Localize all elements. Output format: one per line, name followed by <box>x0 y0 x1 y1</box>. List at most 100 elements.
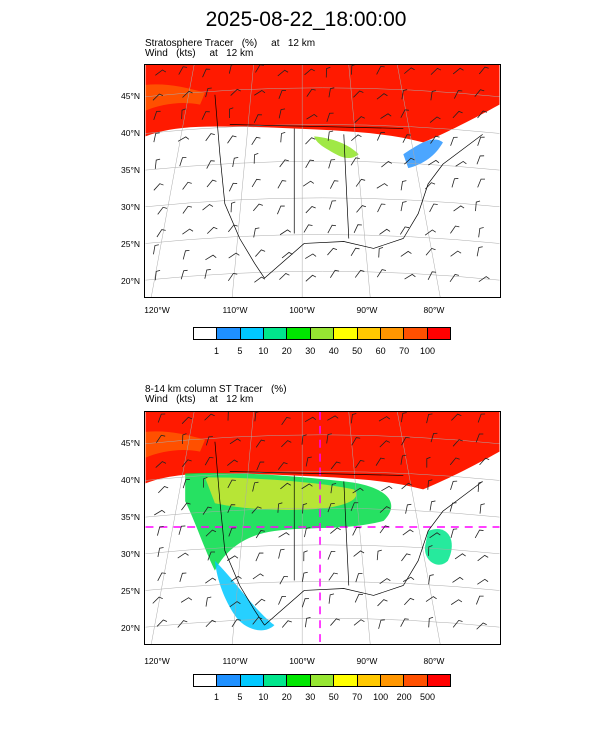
wind-barb <box>405 503 412 514</box>
wind-barb <box>354 269 365 278</box>
wind-barb <box>400 250 412 257</box>
wind-barb <box>157 206 168 215</box>
longitude-gridline <box>151 412 195 644</box>
latitude-label: 30°N <box>121 202 140 212</box>
wind-barb <box>153 183 164 191</box>
colorbar-tick-label: 5 <box>237 692 243 702</box>
wind-barb <box>478 66 489 75</box>
wind-barb <box>380 113 392 119</box>
wind-barb <box>351 437 361 446</box>
colorbar-tick-label: 200 <box>396 692 412 702</box>
wind-barb <box>279 575 289 585</box>
wind-barb <box>450 528 458 539</box>
wind-barb <box>182 228 194 235</box>
tracer-band-orange <box>145 84 206 111</box>
wind-barb <box>379 578 391 585</box>
wind-barb <box>424 229 436 236</box>
longitude-label: 100°W <box>289 305 315 315</box>
tracer-patch-blue <box>403 139 443 169</box>
wind-barb <box>232 157 239 167</box>
colorbar-swatch <box>427 675 450 686</box>
wind-barb <box>301 434 307 445</box>
wind-barb <box>153 132 160 143</box>
wind-barb <box>255 552 264 562</box>
wind-barb <box>182 90 193 98</box>
wind-barb <box>449 457 460 466</box>
wind-barb <box>279 159 289 168</box>
wind-barb <box>350 157 360 166</box>
wind-barb <box>202 506 212 515</box>
wind-barb <box>476 622 487 630</box>
wind-barb <box>157 526 164 536</box>
wind-barb <box>478 227 484 238</box>
wind-barb <box>475 200 481 212</box>
wind-barb <box>428 159 440 166</box>
wind-barb <box>152 93 164 101</box>
wind-barb <box>255 249 266 257</box>
bottom-map <box>144 411 501 645</box>
wind-barb <box>430 135 440 144</box>
wind-barb <box>305 274 317 282</box>
wind-barb <box>205 436 213 446</box>
wind-barb <box>227 504 236 513</box>
colorbar-swatch <box>334 675 358 686</box>
wind-barb <box>352 526 361 536</box>
latitude-label: 25°N <box>121 239 140 249</box>
wind-barb <box>329 200 337 210</box>
wind-barb <box>452 110 463 119</box>
wind-barb <box>449 274 460 283</box>
colorbar-tick-label: 60 <box>375 346 386 356</box>
wind-barb <box>479 503 485 514</box>
top-panel-subtitle-line1: Stratosphere Tracer (%) at 12 km <box>145 38 316 49</box>
wind-barb <box>402 529 414 536</box>
wind-barb <box>177 620 188 628</box>
wind-barb <box>182 433 187 444</box>
colorbar-swatch <box>287 328 311 339</box>
colorbar-tick-label: 20 <box>281 346 292 356</box>
wind-barb <box>327 503 335 513</box>
wind-barb <box>251 178 261 188</box>
latitude-gridline <box>145 124 500 134</box>
wind-barb <box>182 205 193 214</box>
longitude-label: 80°W <box>423 305 445 315</box>
wind-barb <box>430 67 442 75</box>
wind-barb <box>375 457 385 466</box>
wind-barb <box>401 89 408 100</box>
wind-barb <box>227 412 229 421</box>
wind-barb <box>227 459 238 466</box>
wind-barb <box>354 593 363 603</box>
latitude-label: 40°N <box>121 475 140 485</box>
wind-barb <box>227 135 237 144</box>
wind-barb <box>205 254 217 261</box>
wind-barb <box>451 178 459 188</box>
wind-barb <box>400 109 409 118</box>
longitude-label: 110°W <box>222 305 248 315</box>
wind-barb <box>355 460 365 469</box>
wind-barb <box>202 204 214 211</box>
wind-barb <box>205 619 216 628</box>
wind-barb <box>429 500 436 511</box>
wind-barb <box>329 180 339 189</box>
wind-barb <box>350 413 357 424</box>
wind-barb <box>430 90 437 101</box>
wind-barb <box>204 413 215 421</box>
wind-barb <box>254 276 266 283</box>
latitude-label: 35°N <box>121 165 140 175</box>
wind-barb <box>277 205 285 215</box>
wind-barb <box>156 619 168 627</box>
colorbar-swatch <box>240 328 265 339</box>
wind-barb <box>478 276 490 283</box>
colorbar-swatch <box>404 328 428 339</box>
wind-barb <box>281 251 293 259</box>
wind-barb <box>279 229 292 236</box>
colorbar-swatch <box>380 675 405 686</box>
wind-barb <box>400 412 407 423</box>
wind-barb <box>255 65 264 73</box>
wind-barb <box>228 252 240 259</box>
wind-barb <box>204 456 214 466</box>
wind-barb <box>256 461 265 471</box>
latitude-gridline <box>145 617 500 628</box>
wind-barb <box>154 509 166 516</box>
wind-barb <box>180 269 188 280</box>
wind-barb <box>207 226 218 234</box>
